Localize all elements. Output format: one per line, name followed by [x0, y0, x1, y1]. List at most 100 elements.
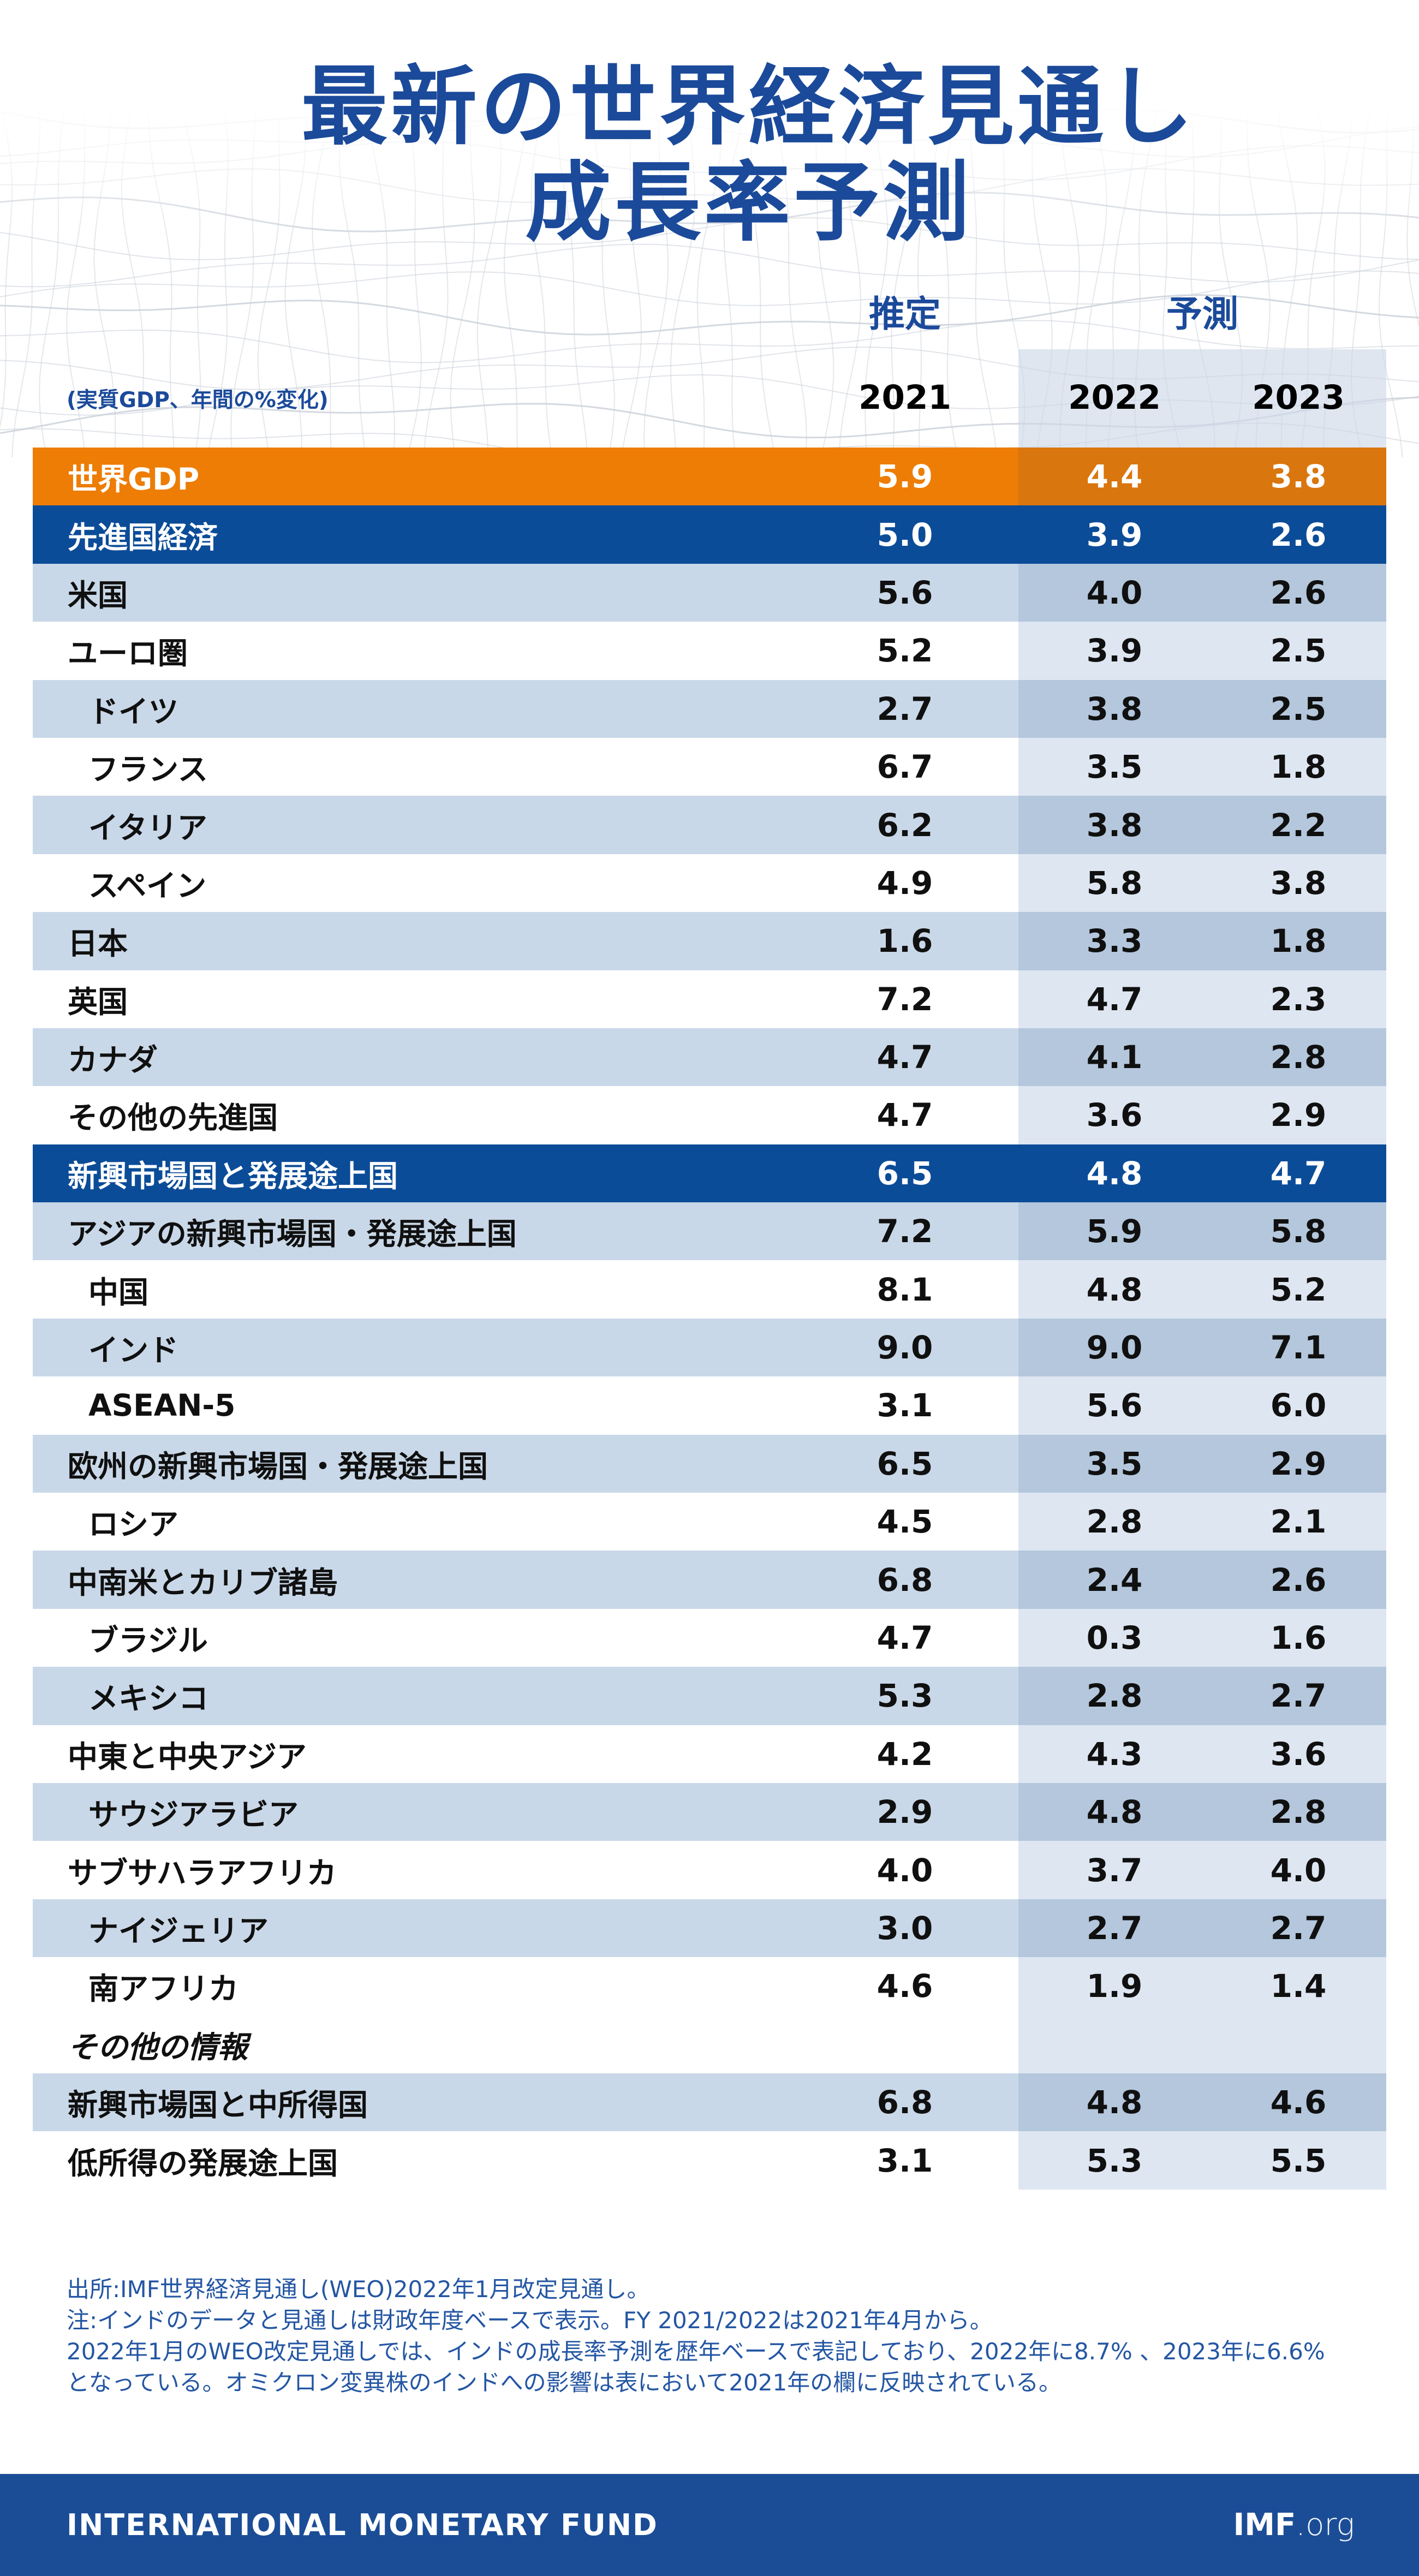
value-2022: 3.9 — [1018, 505, 1211, 564]
table-row: ユーロ圏 5.2 3.9 2.5 — [33, 622, 1386, 680]
value-2021: 6.8 — [791, 2073, 1018, 2132]
value-2021: 5.0 — [791, 505, 1018, 564]
year-header-2022: 2022 — [1068, 378, 1161, 417]
value-2023: 5.2 — [1211, 1260, 1386, 1319]
value-2023: 4.0 — [1211, 1841, 1386, 1899]
table-row: フランス 6.7 3.5 1.8 — [33, 737, 1386, 796]
value-2023: 3.8 — [1211, 448, 1386, 506]
value-2021: 2.7 — [791, 679, 1018, 738]
table-row: ASEAN-5 3.1 5.6 6.0 — [33, 1376, 1386, 1435]
row-label: 欧州の新興市場国・発展途上国 — [33, 1434, 791, 1493]
value-2021: 4.7 — [791, 1086, 1018, 1144]
table-row: メキシコ 5.3 2.8 2.7 — [33, 1667, 1386, 1725]
value-2023: 2.6 — [1211, 1551, 1386, 1609]
value-2022: 0.3 — [1018, 1608, 1211, 1667]
row-label: その他の先進国 — [33, 1086, 791, 1144]
forecast-column-highlight — [1018, 349, 1386, 448]
value-2021: 6.5 — [791, 1144, 1018, 1203]
value-2021: 4.7 — [791, 1608, 1018, 1667]
note-line: 2022年1月のWEO改定見通しでは、インドの成長率予測を歴年ベースで表記してお… — [67, 2338, 1325, 2365]
value-2023: 4.7 — [1211, 1144, 1386, 1203]
value-2021: 1.6 — [791, 912, 1018, 970]
row-label: 英国 — [33, 970, 791, 1028]
value-2023: 5.8 — [1211, 1202, 1386, 1261]
row-label: インド — [33, 1318, 791, 1377]
table-row: その他の情報 — [33, 2015, 1386, 2073]
value-2022: 4.8 — [1018, 1782, 1211, 1841]
value-2023: 1.8 — [1211, 912, 1386, 970]
row-label: 新興市場国と中所得国 — [33, 2073, 791, 2132]
table-row: ナイジェリア 3.0 2.7 2.7 — [33, 1899, 1386, 1958]
note-line: 注:インドのデータと見通しは財政年度ベースで表示。FY 2021/2022は20… — [67, 2307, 993, 2334]
value-2023: 2.7 — [1211, 1667, 1386, 1725]
value-2023: 2.6 — [1211, 563, 1386, 622]
table-row: インド 9.0 9.0 7.1 — [33, 1318, 1386, 1377]
value-2023: 2.6 — [1211, 505, 1386, 564]
value-2022: 4.0 — [1018, 563, 1211, 622]
title-line-2: 成長率予測 — [525, 153, 973, 253]
value-2022: 3.8 — [1018, 679, 1211, 738]
value-2021: 7.2 — [791, 1202, 1018, 1261]
value-2022: 3.7 — [1018, 1841, 1211, 1899]
row-label: ユーロ圏 — [33, 622, 791, 680]
value-2022: 5.3 — [1018, 2131, 1211, 2190]
row-label: スペイン — [33, 854, 791, 913]
row-label: サウジアラビア — [33, 1782, 791, 1841]
value-2022: 5.6 — [1018, 1376, 1211, 1435]
value-2022: 9.0 — [1018, 1318, 1211, 1377]
title-line-1: 最新の世界経済見通し — [301, 57, 1196, 157]
value-2021: 6.8 — [791, 1551, 1018, 1609]
table-row: その他の先進国 4.7 3.6 2.9 — [33, 1086, 1386, 1144]
value-2021: 4.7 — [791, 1028, 1018, 1087]
value-2022: 2.8 — [1018, 1493, 1211, 1551]
imf-name: INTERNATIONAL MONETARY FUND — [67, 2508, 658, 2542]
value-2022: 4.3 — [1018, 1725, 1211, 1783]
table-row: ドイツ 2.7 3.8 2.5 — [33, 679, 1386, 738]
row-label: フランス — [33, 737, 791, 796]
value-2021: 4.2 — [791, 1725, 1018, 1783]
value-2022: 3.5 — [1018, 1434, 1211, 1493]
table-row: 先進国経済 5.0 3.9 2.6 — [33, 505, 1386, 564]
row-label: イタリア — [33, 796, 791, 854]
value-2023: 2.9 — [1211, 1434, 1386, 1493]
year-header-2023: 2023 — [1252, 378, 1345, 417]
value-2021: 6.2 — [791, 796, 1018, 854]
table-row: ロシア 4.5 2.8 2.1 — [33, 1493, 1386, 1551]
value-2021: 5.9 — [791, 448, 1018, 506]
table-row: 低所得の発展途上国 3.1 5.3 5.5 — [33, 2131, 1386, 2190]
row-label: 米国 — [33, 563, 791, 622]
note-line: 出所:IMF世界経済見通し(WEO)2022年1月改定見通し。 — [67, 2276, 650, 2303]
value-2023: 1.8 — [1211, 737, 1386, 796]
value-2023: 2.7 — [1211, 1899, 1386, 1958]
table-row: 中南米とカリブ諸島 6.8 2.4 2.6 — [33, 1551, 1386, 1609]
value-2023: 2.8 — [1211, 1028, 1386, 1087]
value-2023: 6.0 — [1211, 1376, 1386, 1435]
row-label: 先進国経済 — [33, 505, 791, 564]
value-2021: 6.5 — [791, 1434, 1018, 1493]
value-2022: 2.4 — [1018, 1551, 1211, 1609]
imf-site-bold: IMF — [1233, 2507, 1296, 2543]
table-row: ブラジル 4.7 0.3 1.6 — [33, 1608, 1386, 1667]
value-2023: 4.6 — [1211, 2073, 1386, 2132]
value-2021: 3.1 — [791, 2131, 1018, 2190]
value-2022: 3.3 — [1018, 912, 1211, 970]
value-2022 — [1018, 2015, 1211, 2073]
estimate-column-label: 推定 — [869, 293, 941, 335]
value-2022: 4.8 — [1018, 1260, 1211, 1319]
row-label: 新興市場国と発展途上国 — [33, 1144, 791, 1203]
table-row: 米国 5.6 4.0 2.6 — [33, 563, 1386, 622]
row-label: ナイジェリア — [33, 1899, 791, 1958]
imf-site-suffix: .org — [1296, 2507, 1355, 2543]
row-label: 日本 — [33, 912, 791, 970]
row-label: その他の情報 — [33, 2015, 791, 2073]
value-2023: 7.1 — [1211, 1318, 1386, 1377]
value-2022: 2.7 — [1018, 1899, 1211, 1958]
value-2021: 2.9 — [791, 1782, 1018, 1841]
gdp-growth-table: 世界GDP 5.9 4.4 3.8 先進国経済 5.0 3.9 2.6 米国 5.6 4.0 2.6 ユ… — [33, 448, 1386, 2190]
value-2023: 2.5 — [1211, 622, 1386, 680]
table-row: カナダ 4.7 4.1 2.8 — [33, 1028, 1386, 1087]
value-2021: 5.2 — [791, 622, 1018, 680]
value-2021: 5.3 — [791, 1667, 1018, 1725]
row-label: アジアの新興市場国・発展途上国 — [33, 1202, 791, 1261]
value-2023: 2.1 — [1211, 1493, 1386, 1551]
